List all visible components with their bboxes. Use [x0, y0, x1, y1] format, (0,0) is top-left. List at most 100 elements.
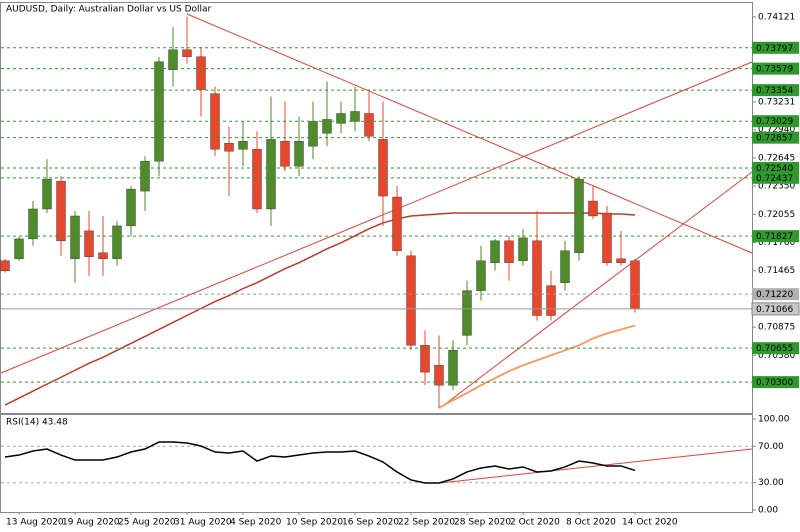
candle-body — [14, 238, 24, 259]
candle-body — [168, 49, 178, 70]
last-price-label: 0.71066 — [756, 305, 793, 315]
candle-body — [560, 250, 570, 283]
y-tick-label: 100.00 — [758, 415, 790, 425]
level-label: 0.73579 — [756, 65, 793, 75]
candle-body — [112, 225, 122, 259]
candle-body — [98, 252, 108, 259]
candle-body — [630, 260, 640, 310]
y-tick-label: 0.72940 — [758, 125, 795, 135]
candle-body — [518, 237, 528, 261]
x-tick-label: 4 Sep 2020 — [230, 518, 282, 528]
candle-body — [70, 215, 80, 259]
level-box — [752, 376, 799, 389]
x-tick-label: 19 Aug 2020 — [62, 518, 120, 528]
candle-body — [280, 141, 290, 167]
x-tick-label: 31 Aug 2020 — [174, 518, 232, 528]
chart-title: AUDUSD, Daily: Australian Dollar vs US D… — [6, 5, 212, 15]
candle-body — [462, 290, 472, 336]
candle-body — [504, 240, 514, 263]
candle-body — [588, 200, 598, 217]
level-box — [752, 131, 799, 144]
rsi-title: RSI(14) 43.48 — [6, 418, 68, 428]
level-box — [752, 41, 799, 54]
level-box — [752, 62, 799, 75]
y-tick-label: 0.70580 — [758, 351, 795, 361]
level-box — [752, 342, 799, 355]
level-label: 0.70655 — [756, 344, 793, 354]
y-tick-label: 0.74121 — [758, 12, 795, 22]
level-label: 0.72437 — [756, 174, 793, 184]
y-tick-label: 0.00 — [758, 506, 778, 516]
candle-body — [420, 345, 430, 373]
candle-body — [196, 56, 206, 90]
x-tick-label: 14 Oct 2020 — [622, 518, 678, 528]
candle-body — [546, 285, 556, 316]
level-box — [752, 161, 799, 174]
y-tick-label: 0.73231 — [758, 97, 795, 107]
y-tick-label: 0.72055 — [758, 210, 795, 220]
level-label: 0.72540 — [756, 164, 793, 174]
x-tick-label: 10 Sep 2020 — [286, 518, 343, 528]
candle-body — [84, 230, 94, 257]
level-label: 0.72857 — [756, 134, 793, 144]
candle-body — [448, 350, 458, 386]
y-tick-label: 70.00 — [758, 442, 784, 452]
x-tick-label: 25 Aug 2020 — [118, 518, 176, 528]
candle-body — [294, 141, 304, 167]
level-label: 0.73797 — [756, 44, 793, 54]
candle-body — [308, 121, 318, 147]
rsi-frame — [0, 414, 753, 513]
x-tick-label: 2 Oct 2020 — [510, 518, 560, 528]
x-tick-label: 13 Aug 2020 — [6, 518, 64, 528]
candle-body — [182, 49, 192, 57]
candle-body — [574, 178, 584, 253]
candle-body — [56, 180, 66, 242]
moving-average — [438, 324, 636, 409]
level-label: 0.73029 — [756, 117, 793, 127]
candle-body — [602, 212, 612, 263]
trend-line — [0, 61, 753, 374]
x-tick-label: 22 Sep 2020 — [398, 518, 455, 528]
candle-body — [266, 139, 276, 210]
main-frame — [0, 2, 753, 414]
level-box — [752, 171, 799, 184]
candle-body — [406, 255, 416, 346]
candle-body — [322, 119, 332, 134]
rsi-line — [4, 441, 636, 484]
y-tick-label: 0.72350 — [758, 182, 795, 192]
candle-body — [224, 143, 234, 152]
level-label: 0.70300 — [756, 378, 793, 388]
candle-body — [336, 113, 346, 124]
trend-line — [186, 13, 753, 254]
trend-line — [439, 171, 753, 409]
trend-lines — [0, 13, 753, 484]
candle-body — [154, 61, 164, 162]
candle-body — [140, 161, 150, 192]
level-label: 0.71220 — [756, 290, 793, 300]
candle-body — [434, 365, 444, 386]
x-tick-label: 28 Sep 2020 — [454, 518, 511, 528]
level-box — [752, 288, 799, 301]
level-box — [752, 84, 799, 97]
candle-body — [252, 149, 262, 210]
candle-body — [392, 196, 402, 251]
moving-average — [4, 212, 636, 406]
y-tick-label: 0.70875 — [758, 323, 795, 333]
x-tick-label: 8 Oct 2020 — [566, 518, 616, 528]
rsi-trend-line — [439, 448, 753, 484]
candle-body — [476, 260, 486, 291]
level-box — [752, 115, 799, 128]
level-label: 0.71827 — [756, 232, 793, 242]
candle-body — [28, 208, 38, 240]
y-tick-label: 30.00 — [758, 478, 784, 488]
candle-body — [350, 111, 360, 122]
candle-body — [364, 113, 374, 137]
y-tick-label: 0.71760 — [758, 238, 795, 248]
candle-body — [238, 141, 248, 150]
candle-body — [490, 240, 500, 263]
candle-body — [532, 240, 542, 316]
level-box — [752, 230, 799, 243]
y-tick-label: 0.71465 — [758, 266, 795, 276]
